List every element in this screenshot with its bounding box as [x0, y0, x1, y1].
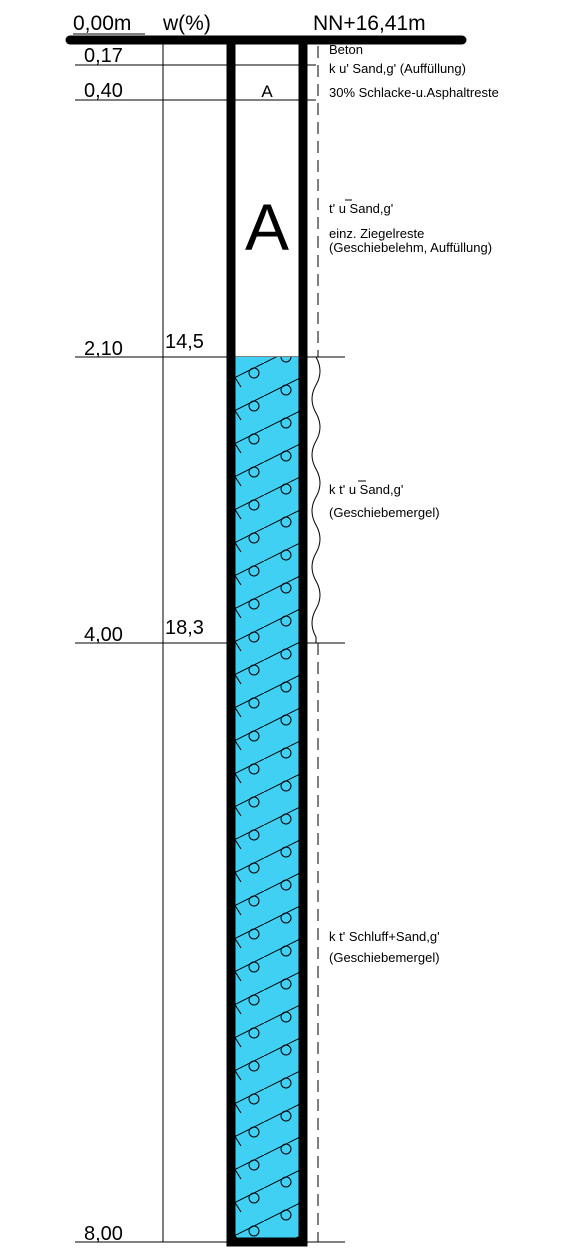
layer-description: einz. Ziegelreste [329, 226, 424, 241]
depth-label: 4,00 [84, 624, 123, 646]
water-content-heading: w(%) [162, 12, 211, 35]
wavy-indicator [311, 356, 321, 643]
layer-description: (Geschiebemergel) [329, 505, 440, 520]
layer-description: k t' u Sand,g' [329, 482, 403, 497]
depth-label: 0,40 [84, 80, 123, 102]
water-content-value: 14,5 [165, 331, 204, 353]
depth-origin-label: 0,00m [73, 12, 131, 35]
layer-description: (Geschiebelehm, Auffüllung) [329, 240, 492, 255]
depth-label: 0,17 [84, 45, 123, 67]
layer-description: t' u Sand,g' [329, 201, 393, 216]
layer-description: Beton [329, 42, 363, 57]
marl-fill [232, 357, 302, 1242]
elevation-label: NN+16,41m [313, 12, 426, 35]
layer-description: 30% Schlacke-u.Asphaltreste [329, 85, 499, 100]
depth-label: 2,10 [84, 338, 123, 360]
water-content-value: 18,3 [165, 617, 204, 639]
depth-label: 8,00 [84, 1223, 123, 1245]
layer-description: k t' Schluff+Sand,g' [329, 929, 440, 944]
layer-description: k u' Sand,g' (Auffüllung) [329, 61, 466, 76]
layer-description: (Geschiebemergel) [329, 950, 440, 965]
layer-symbol-large: A [245, 190, 289, 264]
layer-symbol-small: A [261, 82, 273, 101]
